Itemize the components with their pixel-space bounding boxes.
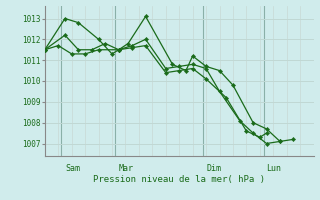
- Text: Dim: Dim: [206, 164, 221, 173]
- Text: Sam: Sam: [65, 164, 80, 173]
- X-axis label: Pression niveau de la mer( hPa ): Pression niveau de la mer( hPa ): [93, 175, 265, 184]
- Text: Lun: Lun: [267, 164, 282, 173]
- Text: Mar: Mar: [119, 164, 134, 173]
